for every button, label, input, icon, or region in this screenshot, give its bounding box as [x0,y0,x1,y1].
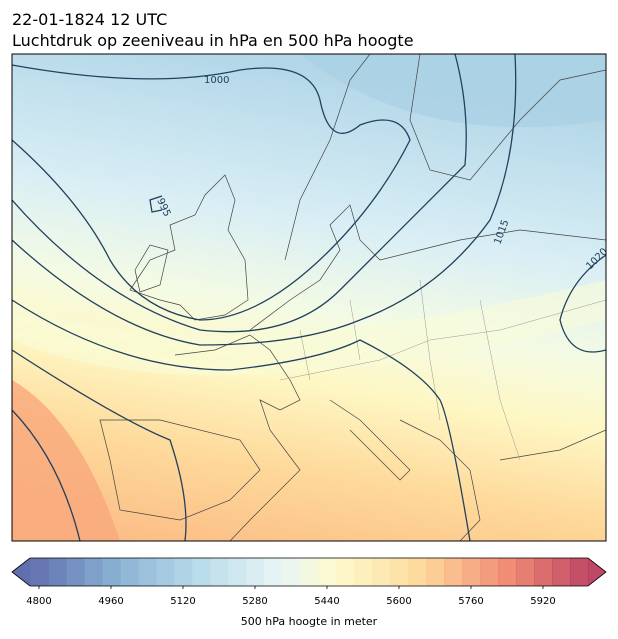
isobar [559,254,606,353]
colorbar-segment [30,558,49,586]
isobar [12,54,467,333]
colorbar-segment [174,558,193,586]
isobar [12,64,411,321]
colorbar-segment [336,558,355,586]
colorbar-segment [480,558,499,586]
colorbar-segment [552,558,571,586]
colorbar: 4800 4960 5120 5280 5440 5600 5760 5920 [11,557,607,607]
coastline [99,334,301,541]
colorbar-segment [300,558,319,586]
height-band [12,380,120,541]
subtitle-line: Luchtdruk op zeeniveau in hPa en 500 hPa… [12,31,414,50]
colorbar-segment [228,558,247,586]
colorbar-segment [138,558,157,586]
coastline [284,54,606,261]
colorbar-extend-high [588,558,606,586]
colorbar-segment [462,558,481,586]
contour-label: 1000 [204,75,229,86]
colorbar-label: 500 hPa hoogte in meter [241,615,378,628]
colorbar-extend-low [12,558,30,586]
colorbar-segment [246,558,265,586]
colorbar-segment [516,558,535,586]
height-band [12,280,606,376]
colorbar-segment [426,558,445,586]
isobar [12,409,81,541]
coastline [129,174,249,321]
colorbar-segment [210,558,229,586]
colorbar-segment [498,558,517,586]
isobar [149,195,163,213]
coastline [329,399,606,541]
colorbar-tick-label: 4960 [98,596,123,607]
isobar [12,54,517,346]
colorbar-tick-label: 5440 [314,596,339,607]
colorbar-segment [192,558,211,586]
map: 1000 995 1015 1020 [12,54,606,541]
colorbar-tick-label: 5760 [458,596,483,607]
colorbar-segment [264,558,283,586]
coastline [134,244,169,293]
colorbar-segment [318,558,337,586]
colorbar-segment [48,558,67,586]
colorbar-segment [408,558,427,586]
isobar [12,349,187,541]
colorbar-segment [444,558,463,586]
colorbar-segment [570,558,589,586]
map-frame [11,53,607,542]
colorbar-segment [354,558,373,586]
colorbar-tick-label: 5280 [242,596,267,607]
colorbar-segment [84,558,103,586]
border [279,279,606,461]
colorbar-segment [102,558,121,586]
title-line: 22-01-1824 12 UTC [12,10,167,29]
colorbar-segment [156,558,175,586]
colorbar-tick-label: 5920 [530,596,555,607]
colorbar-tick-label: 5120 [170,596,195,607]
colorbar-segment [120,558,139,586]
colorbar-segment [282,558,301,586]
colorbar-segment [390,558,409,586]
colorbar-segment [534,558,553,586]
colorbar-segment [372,558,391,586]
height-band [300,54,606,128]
colorbar-tick-label: 5600 [386,596,411,607]
colorbar-outline [11,557,607,587]
colorbar-segment [66,558,85,586]
isobar [12,299,471,541]
colorbar-tick-label: 4800 [26,596,51,607]
